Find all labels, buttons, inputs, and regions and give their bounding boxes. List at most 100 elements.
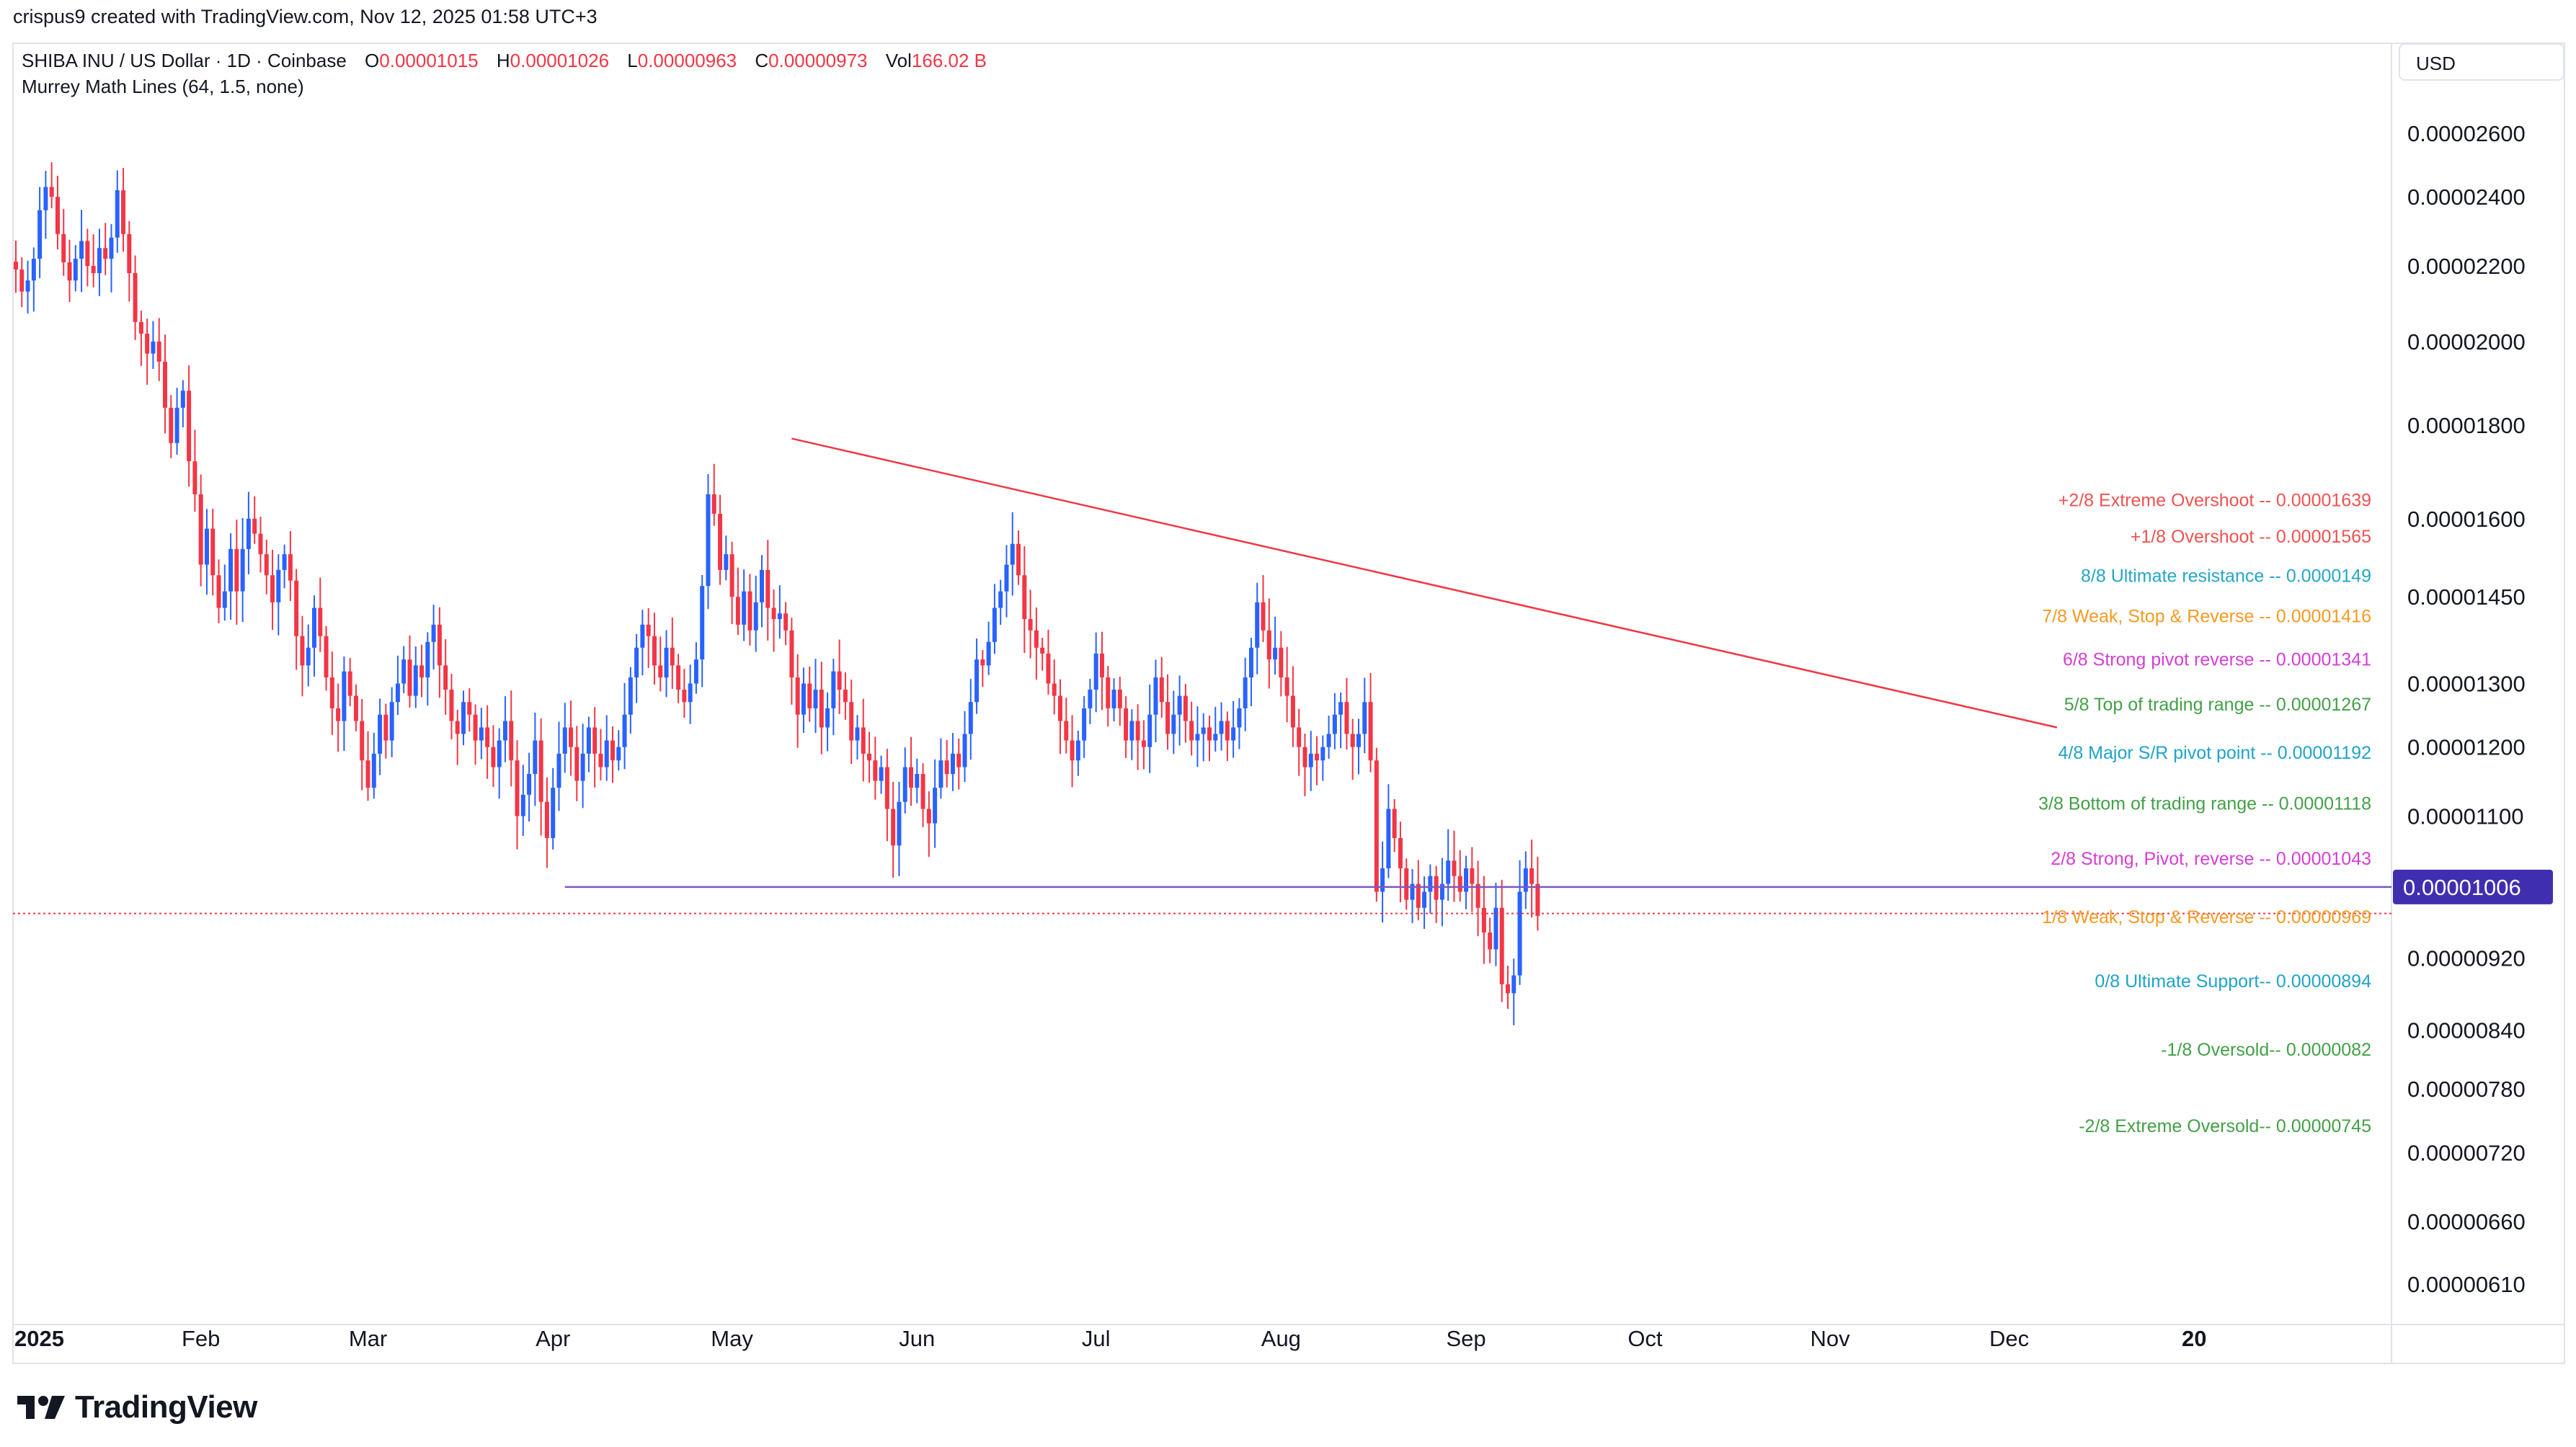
candle-body [151,342,156,354]
tradingview-logo-text: TradingView [75,1389,257,1425]
candle-body [1392,809,1397,838]
candle-body [1159,677,1164,703]
candle-body [551,788,556,838]
candle-body [491,747,496,767]
candle-body [1529,868,1535,884]
candle-body [360,721,365,761]
candle-body [533,740,538,775]
candle-body [1475,883,1480,908]
candle-body [347,671,352,696]
candle-body [962,734,967,767]
candle-body [574,747,579,781]
candle-body [1273,647,1278,660]
murrey-level-label: 8/8 Ultimate resistance -- 0.0000149 [2081,566,2371,586]
murrey-level-label: 0/8 Ultimate Support-- 0.00000894 [2095,971,2371,992]
candle-body [413,665,418,696]
candle-body [485,727,490,747]
candle-body [1153,677,1158,715]
candle-body [1255,602,1260,648]
price-tick-label: 0.00001450 [2407,584,2526,610]
symbol-title[interactable]: SHIBA INU / US Dollar · 1D · Coinbase [22,50,347,71]
chart-frame [12,43,2565,1364]
candle-body [1279,647,1284,678]
indicator-name[interactable]: Murrey Math Lines (64, 1.5, none) [22,76,304,97]
candle-body [1213,734,1218,741]
murrey-math-levels: +2/8 Extreme Overshoot -- 0.00001639 +1/8… [2038,490,2371,1136]
candle-body [389,702,394,741]
candle-body [867,753,872,761]
candle-body [204,528,209,565]
candle-body [909,767,913,788]
attribution-text: crispus9 created with TradingView.com, N… [13,6,598,27]
candle-body [1523,868,1528,892]
candle-body [1165,702,1171,734]
candle-body [729,554,734,597]
price-tick-label: 0.00000840 [2407,1018,2526,1043]
candle-body [371,753,376,788]
candle-body [789,630,794,678]
candle-body [974,659,980,703]
open-value: 0.00001015 [379,50,479,71]
candle-body [711,494,716,514]
candle-body [1302,747,1307,767]
candle-body [455,721,460,734]
tradingview-logo[interactable]: TradingView [16,1389,257,1425]
candle-body [1410,883,1415,900]
high-value: 0.00001026 [510,50,610,71]
candle-body [837,671,842,690]
candle-body [700,586,705,660]
candle-body [91,266,96,274]
candle-body [795,677,800,715]
candle-body [1219,721,1224,734]
candle-body [544,801,549,838]
candle-body [103,248,108,259]
candle-body [992,607,997,642]
candle-body [753,602,758,631]
candle-body [1488,932,1493,950]
candle-body [1106,677,1111,708]
candle-body [986,641,991,666]
candle-body [1004,564,1009,592]
candle-body [747,591,752,631]
candle-body [604,740,609,767]
candle-body [520,794,525,816]
candle-body [336,708,341,721]
candle-body [765,569,770,608]
candle-body [1332,714,1337,734]
price-tick-label: 0.00002600 [2407,121,2526,146]
time-tick-label: Nov [1811,1326,1851,1351]
candle-body [1248,647,1253,678]
candle-body [1297,727,1302,747]
candle-body [538,740,543,802]
candle-body [926,809,931,824]
candle-body [37,210,43,259]
candle-body [1088,690,1093,708]
time-tick-label: May [711,1326,753,1351]
open-label: O [365,50,380,71]
time-tick-label: Jun [899,1326,935,1351]
candle-body [222,591,227,608]
candle-body [270,575,275,602]
candle-body [902,767,907,802]
price-tick-label: 0.00000720 [2407,1140,2526,1165]
candle-body [43,187,48,210]
candle-body [652,636,657,666]
candle-body [1028,619,1033,631]
candle-body [342,671,347,721]
candle-body [1428,876,1433,892]
murrey-level-label: 4/8 Major S/R pivot point -- 0.00001192 [2058,743,2371,763]
candle-body [592,727,598,754]
candle-body [192,461,197,494]
candle-body [97,248,102,274]
candle-body [324,636,329,678]
candle-body [234,548,239,592]
candle-body [1470,868,1475,884]
candle-body [383,714,388,741]
chart-legend: SHIBA INU / US Dollar · 1D · Coinbase O0… [22,48,987,99]
candle-body [676,665,681,690]
candle-body [1082,708,1087,741]
currency-selector[interactable]: USD [2399,43,2564,81]
candle-body [258,533,263,555]
time-axis: 2025 Feb Mar Apr May Jun Jul Aug Sep Oct Nov Dec 20 [14,1326,2206,1351]
